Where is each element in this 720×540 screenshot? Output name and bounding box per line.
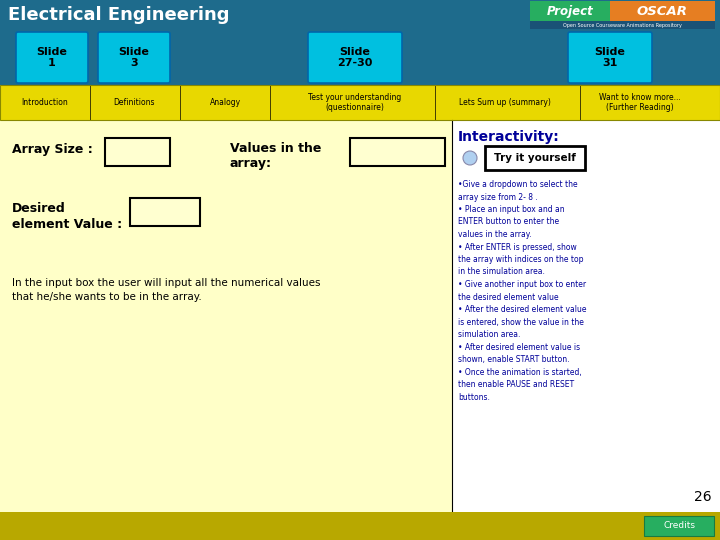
Bar [530, 1, 610, 21]
Text: Test your understanding
(questionnaire): Test your understanding (questionnaire) [308, 93, 402, 112]
Text: Open Source Courseware Animations Repository: Open Source Courseware Animations Reposi… [563, 23, 682, 28]
Bar [105, 138, 170, 166]
Bar [0, 120, 452, 512]
Text: Slide
1: Slide 1 [37, 46, 68, 68]
Text: Interactivity:: Interactivity: [458, 130, 559, 144]
Bar [485, 146, 585, 170]
Text: In the input box the user will input all the numerical values
that he/she wants : In the input box the user will input all… [12, 278, 320, 302]
Text: Want to know more...
(Further Reading): Want to know more... (Further Reading) [599, 93, 681, 112]
Text: Project: Project [546, 4, 593, 18]
Circle shape [463, 151, 477, 165]
Bar [350, 138, 445, 166]
Text: Desired
element Value :: Desired element Value : [12, 202, 122, 231]
Bar [452, 120, 720, 512]
FancyBboxPatch shape [568, 32, 652, 83]
Text: Credits: Credits [663, 522, 695, 530]
Bar [0, 85, 720, 120]
Text: Slide
31: Slide 31 [595, 46, 626, 68]
Text: •Give a dropdown to select the
array size from 2- 8 .
• Place an input box and a: •Give a dropdown to select the array siz… [458, 180, 587, 402]
Bar [130, 198, 200, 226]
Bar [644, 516, 714, 536]
Text: Lets Sum up (summary): Lets Sum up (summary) [459, 98, 551, 107]
Text: Try it yourself: Try it yourself [494, 153, 576, 163]
Text: Slide
27-30: Slide 27-30 [337, 46, 373, 68]
Bar [0, 30, 720, 85]
Bar [530, 21, 715, 29]
FancyBboxPatch shape [98, 32, 170, 83]
Text: Values in the
array:: Values in the array: [230, 142, 321, 170]
FancyBboxPatch shape [16, 32, 88, 83]
Text: Definitions: Definitions [113, 98, 155, 107]
Text: Analogy: Analogy [210, 98, 240, 107]
Text: Slide
3: Slide 3 [119, 46, 150, 68]
Bar [0, 0, 720, 30]
Text: Array Size :: Array Size : [12, 144, 93, 157]
Text: OSCAR: OSCAR [636, 4, 688, 18]
Bar [610, 1, 715, 21]
FancyBboxPatch shape [308, 32, 402, 83]
Text: Introduction: Introduction [22, 98, 68, 107]
Text: Electrical Engineering: Electrical Engineering [8, 6, 230, 24]
Text: 26: 26 [694, 490, 712, 504]
Bar [0, 85, 720, 120]
Bar [0, 512, 720, 540]
